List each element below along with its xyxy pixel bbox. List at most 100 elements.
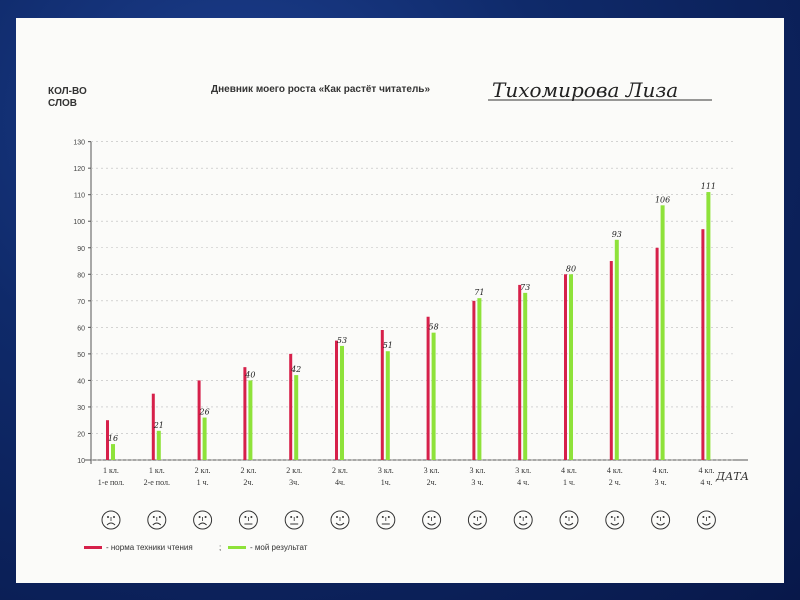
data-label-result: 111 — [701, 182, 716, 191]
bar-norm — [335, 340, 338, 460]
bar-norm — [151, 393, 155, 460]
x-tick-label: 2 ч. — [609, 478, 621, 487]
bar-result — [431, 332, 436, 460]
bar-norm — [609, 261, 613, 460]
data-label-result: 53 — [337, 336, 347, 345]
bar-norm — [518, 284, 522, 460]
x-tick-label: 1 ч. — [563, 478, 575, 487]
y-tick-label: 60 — [77, 325, 85, 332]
mood-neutral-icon — [376, 510, 396, 530]
mood-happy-icon — [605, 510, 625, 530]
x-tick-label: 1ч. — [381, 478, 391, 487]
data-label-result: 58 — [429, 323, 439, 332]
bar-norm — [701, 229, 705, 460]
x-tick-label: 3 ч. — [655, 478, 667, 487]
mood-happy-icon — [467, 510, 487, 530]
mood-sad-icon — [101, 510, 121, 530]
signature: Тихомирова Лиза — [492, 78, 678, 102]
bar-norm — [289, 353, 293, 460]
x-tick-label: 2 кл. — [240, 466, 256, 475]
x-tick-label: 4 кл. — [607, 466, 623, 475]
y-tick-label: 20 — [77, 431, 85, 438]
mood-sad-icon — [193, 510, 213, 530]
data-label-result: 26 — [199, 408, 210, 417]
bar-result — [294, 375, 299, 460]
y-tick-label: 10 — [77, 458, 85, 465]
bar-result — [111, 444, 115, 460]
y-axis-title-line-2: СЛОВ — [48, 98, 77, 109]
y-tick-label: 80 — [77, 272, 85, 279]
data-label-result: 42 — [290, 365, 301, 374]
x-tick-label: 3 кл. — [515, 466, 531, 475]
bar-result — [569, 274, 573, 460]
x-axis-title: ДАТА — [715, 470, 749, 483]
bar-result — [385, 351, 390, 460]
data-label-result: 106 — [655, 195, 670, 204]
x-tick-label: 2ч. — [427, 478, 437, 487]
bar-result — [248, 380, 253, 460]
y-tick-label: 30 — [77, 405, 85, 412]
data-label-result: 80 — [566, 264, 576, 273]
legend-swatch-result — [228, 546, 246, 549]
bar-result — [523, 292, 528, 460]
bar-result — [706, 192, 711, 460]
x-tick-label: 3 кл. — [378, 466, 394, 475]
x-tick-label: 4 ч. — [517, 478, 529, 487]
x-tick-label: 1 кл. — [149, 466, 165, 475]
bar-result — [340, 345, 344, 460]
mood-neutral-icon — [284, 510, 304, 530]
x-tick-label: 3 ч. — [471, 478, 483, 487]
data-label-result: 71 — [474, 288, 484, 297]
bar-norm — [197, 380, 201, 460]
x-tick-label: 1 кл. — [103, 466, 119, 475]
data-label-result: 40 — [244, 370, 255, 379]
x-tick-label: 2ч. — [243, 478, 253, 487]
y-tick-label: 130 — [73, 140, 85, 147]
x-tick-label: 2 кл. — [332, 466, 348, 475]
data-label-result: 51 — [383, 341, 393, 350]
data-label-result: 73 — [520, 283, 530, 292]
x-tick-label: 4 ч. — [700, 478, 712, 487]
reading-growth-chart: КОЛ-ВО СЛОВ Дневник моего роста «Как рас… — [48, 78, 749, 552]
y-tick-label: 50 — [77, 352, 85, 359]
x-tick-label: 3 кл. — [424, 466, 440, 475]
y-tick-label: 100 — [73, 219, 85, 226]
mood-happy-icon — [330, 510, 350, 530]
mood-happy-icon — [513, 510, 533, 530]
mood-happy-icon — [696, 510, 716, 530]
y-tick-label: 120 — [73, 166, 85, 173]
x-tick-label: 4 кл. — [561, 466, 577, 475]
x-tick-label: 3ч. — [289, 478, 299, 487]
bar-norm — [243, 367, 247, 460]
legend-separator: ; — [219, 543, 221, 552]
bar-result — [614, 239, 619, 460]
bar-norm — [472, 300, 476, 460]
x-tick-label: 3 кл. — [469, 466, 485, 475]
bar-result — [202, 417, 207, 460]
x-tick-label: 4 кл. — [698, 466, 714, 475]
bar-norm — [564, 274, 567, 460]
x-tick-label: 2 кл. — [195, 466, 211, 475]
y-axis-title-line-1: КОЛ-ВО — [48, 86, 87, 97]
mood-happy-icon — [422, 510, 442, 530]
mood-happy-icon — [559, 510, 579, 530]
y-tick-label: 40 — [77, 378, 85, 385]
x-tick-label: 1 ч. — [197, 478, 209, 487]
mood-happy-icon — [651, 510, 671, 530]
bar-result — [156, 430, 161, 460]
x-tick-label: 4 кл. — [653, 466, 669, 475]
bar-norm — [380, 330, 384, 460]
chart-sheet: КОЛ-ВО СЛОВ Дневник моего роста «Как рас… — [16, 18, 784, 583]
mood-sad-icon — [147, 510, 167, 530]
bar-result — [660, 205, 665, 460]
bar-norm — [426, 316, 430, 460]
x-tick-label: 2-е пол. — [144, 478, 170, 487]
legend-label-result: - мой результат — [250, 543, 308, 552]
legend-label-norm: - норма техники чтения — [106, 543, 193, 552]
bar-norm — [106, 420, 109, 460]
mood-neutral-icon — [238, 510, 258, 530]
x-tick-label: 2 кл. — [286, 466, 302, 475]
y-tick-label: 110 — [74, 193, 85, 200]
bar-result — [477, 298, 482, 460]
chart-title: Дневник моего роста «Как растёт читатель… — [211, 84, 430, 95]
